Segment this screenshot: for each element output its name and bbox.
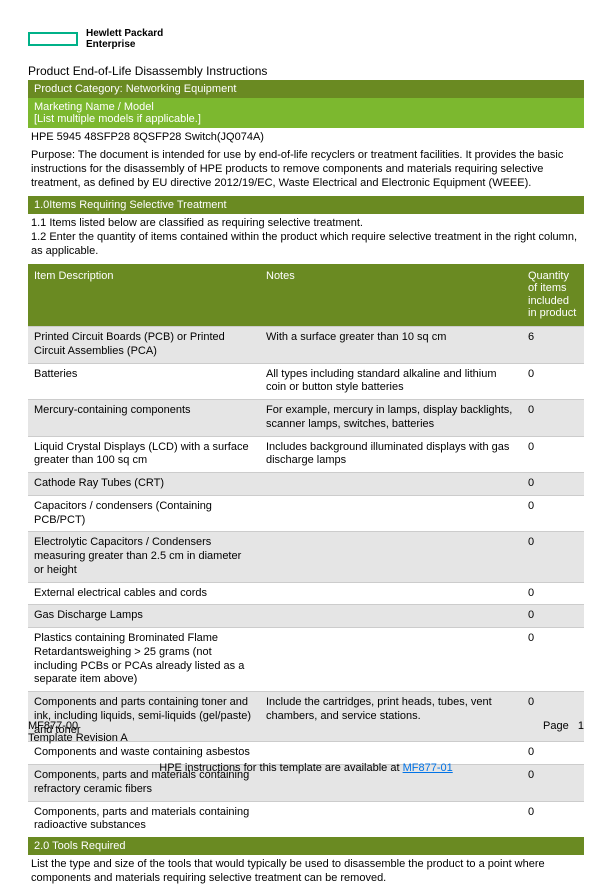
table-row: Electrolytic Capacitors / Condensers mea…: [28, 532, 584, 582]
footer: MF877-00 Template Revision A Page 1: [28, 720, 584, 744]
cell-desc: Cathode Ray Tubes (CRT): [28, 473, 260, 496]
category-bar: Product Category: Networking Equipment: [28, 80, 584, 98]
cell-notes: [260, 605, 522, 628]
logo-line1: Hewlett Packard: [86, 28, 163, 39]
footnote-link[interactable]: MF877-01: [403, 762, 453, 774]
table-row: Components, parts and materials containi…: [28, 801, 584, 837]
cell-notes: [260, 628, 522, 692]
cell-notes: [260, 801, 522, 837]
cell-qty: 0: [522, 532, 584, 582]
page-label: Page: [543, 720, 569, 732]
cell-desc: Capacitors / condensers (Containing PCB/…: [28, 495, 260, 532]
cell-notes: [260, 582, 522, 605]
cell-desc: Gas Discharge Lamps: [28, 605, 260, 628]
cell-desc: Printed Circuit Boards (PCB) or Printed …: [28, 327, 260, 364]
table-row: Plastics containing Brominated Flame Ret…: [28, 628, 584, 692]
cell-qty: 0: [522, 628, 584, 692]
items-table: Item Description Notes Quantity of items…: [28, 264, 584, 838]
footer-rev: Template Revision A: [28, 732, 128, 744]
model-name: HPE 5945 48SFP28 8QSFP28 Switch(JQ074A): [28, 128, 584, 146]
section1-intro: 1.1 Items listed below are classified as…: [28, 214, 584, 263]
cell-desc: External electrical cables and cords: [28, 582, 260, 605]
cell-qty: 0: [522, 436, 584, 473]
cell-desc: Components, parts and materials containi…: [28, 801, 260, 837]
cell-qty: 0: [522, 495, 584, 532]
section2-text: List the type and size of the tools that…: [28, 855, 584, 889]
logo-bar-icon: [28, 32, 78, 46]
cell-notes: All types including standard alkaline an…: [260, 363, 522, 400]
th-notes: Notes: [260, 264, 522, 327]
cell-qty: 0: [522, 363, 584, 400]
cell-notes: [260, 473, 522, 496]
cell-qty: 0: [522, 605, 584, 628]
cell-qty: 0: [522, 473, 584, 496]
th-qty: Quantity of items included in product: [522, 264, 584, 327]
table-row: External electrical cables and cords 0: [28, 582, 584, 605]
table-row: Capacitors / condensers (Containing PCB/…: [28, 495, 584, 532]
cell-qty: 6: [522, 327, 584, 364]
cell-notes: [260, 495, 522, 532]
cell-notes: With a surface greater than 10 sq cm: [260, 327, 522, 364]
cell-desc: Mercury-containing components: [28, 400, 260, 437]
table-row: Gas Discharge Lamps 0: [28, 605, 584, 628]
table-row: Cathode Ray Tubes (CRT) 0: [28, 473, 584, 496]
footer-code: MF877-00: [28, 720, 128, 732]
cell-desc: Liquid Crystal Displays (LCD) with a sur…: [28, 436, 260, 473]
th-desc: Item Description: [28, 264, 260, 327]
marketing-bar: Marketing Name / Model [List multiple mo…: [28, 98, 584, 128]
page-num: 1: [578, 720, 584, 732]
table-row: BatteriesAll types including standard al…: [28, 363, 584, 400]
footer-right: Page 1: [543, 720, 584, 744]
section1-bar: 1.0Items Requiring Selective Treatment: [28, 196, 584, 214]
section2-bar: 2.0 Tools Required: [28, 837, 584, 855]
cell-desc: Batteries: [28, 363, 260, 400]
logo-line2: Enterprise: [86, 39, 163, 50]
cell-qty: 0: [522, 582, 584, 605]
footnote-prefix: HPE instructions for this template are a…: [159, 762, 402, 774]
marketing-line2: [List multiple models if applicable.]: [34, 113, 578, 125]
section1-line1: 1.1 Items listed below are classified as…: [31, 217, 581, 231]
cell-desc: Electrolytic Capacitors / Condensers mea…: [28, 532, 260, 582]
purpose-text: Purpose: The document is intended for us…: [28, 146, 584, 196]
cell-notes: Includes background illuminated displays…: [260, 436, 522, 473]
cell-desc: Plastics containing Brominated Flame Ret…: [28, 628, 260, 692]
footer-left: MF877-00 Template Revision A: [28, 720, 128, 744]
table-row: Mercury-containing componentsFor example…: [28, 400, 584, 437]
logo: Hewlett Packard Enterprise: [28, 28, 584, 50]
table-row: Printed Circuit Boards (PCB) or Printed …: [28, 327, 584, 364]
marketing-line1: Marketing Name / Model: [34, 101, 578, 113]
cell-qty: 0: [522, 801, 584, 837]
section1-line2: 1.2 Enter the quantity of items containe…: [31, 231, 581, 259]
footnote: HPE instructions for this template are a…: [0, 762, 612, 774]
cell-notes: For example, mercury in lamps, display b…: [260, 400, 522, 437]
cell-qty: 0: [522, 400, 584, 437]
cell-notes: [260, 532, 522, 582]
table-row: Liquid Crystal Displays (LCD) with a sur…: [28, 436, 584, 473]
doc-title: Product End-of-Life Disassembly Instruct…: [28, 64, 584, 78]
logo-text: Hewlett Packard Enterprise: [86, 28, 163, 50]
